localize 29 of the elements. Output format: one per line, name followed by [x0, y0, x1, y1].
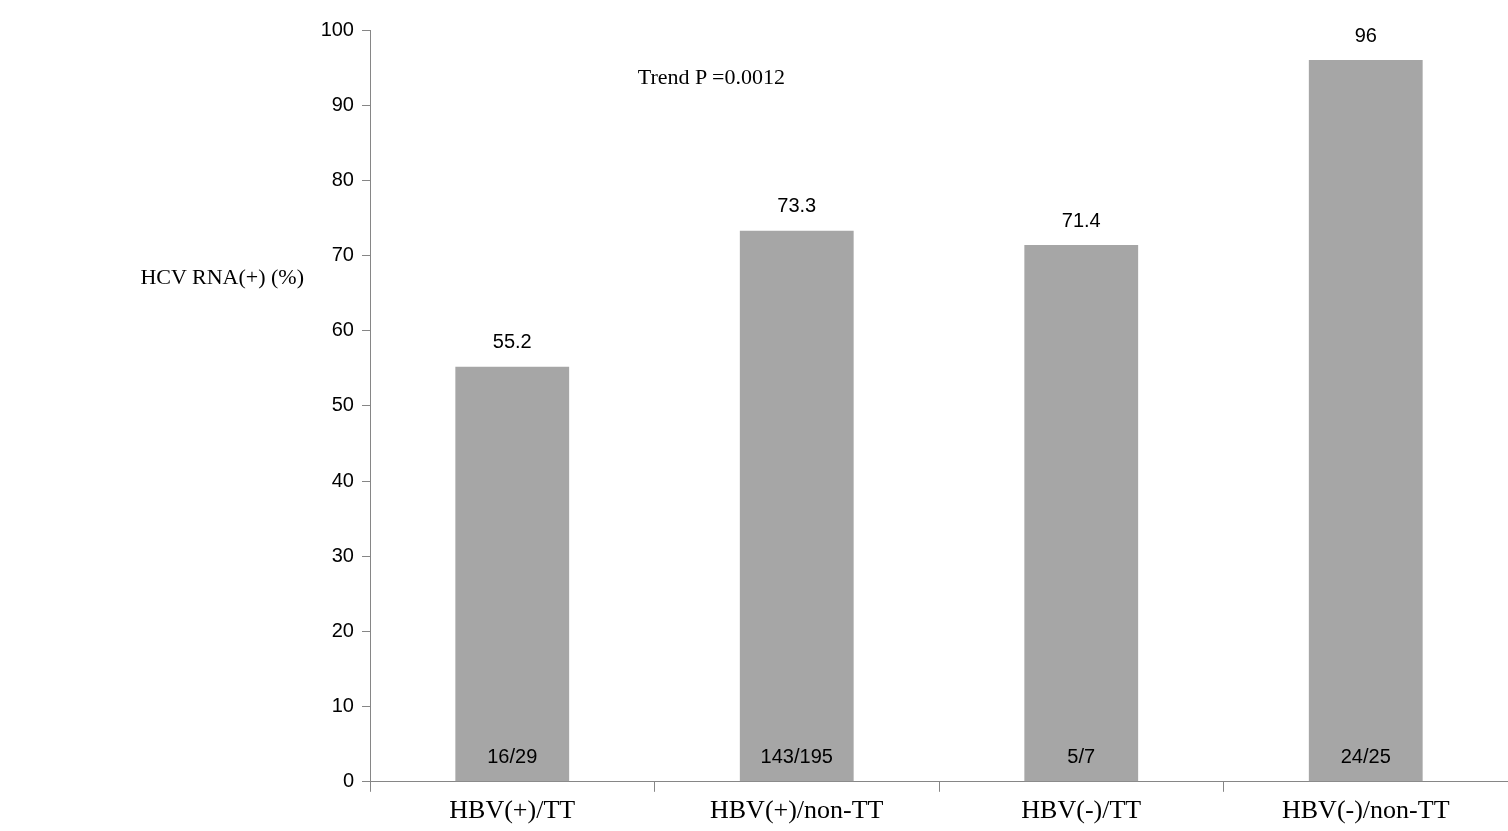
y-axis-title: HCV RNA(+) (%) — [140, 263, 304, 289]
y-tick-label: 0 — [342, 769, 354, 792]
y-tick-label: 30 — [331, 543, 354, 566]
bar — [739, 230, 854, 782]
y-tick-label: 100 — [320, 17, 354, 40]
annotation: 143/195 — [760, 745, 833, 768]
annotation: 24/25 — [1340, 745, 1391, 768]
bar — [455, 366, 570, 782]
data-label: 96 — [1354, 23, 1377, 46]
y-tick-label: 50 — [331, 393, 354, 416]
bar — [1024, 245, 1139, 782]
y-tick-label: 10 — [331, 694, 354, 717]
annotation: Trend P =0.0012 — [637, 63, 785, 89]
x-tick-label: HBV(-)/TT — [1021, 795, 1142, 825]
x-tick-label: HBV(-)/non-TT — [1281, 795, 1450, 825]
data-label: 73.3 — [777, 194, 817, 217]
annotation: 5/7 — [1067, 745, 1096, 768]
y-tick-label: 20 — [331, 618, 354, 641]
y-tick-label: 70 — [331, 243, 354, 266]
annotation: 16/29 — [487, 745, 538, 768]
y-tick-label: 80 — [331, 167, 354, 190]
bar — [1308, 60, 1423, 782]
data-label: 55.2 — [492, 330, 532, 353]
x-tick-label: HBV(+)/TT — [449, 795, 576, 825]
y-tick-label: 90 — [331, 92, 354, 115]
data-label: 71.4 — [1061, 208, 1101, 231]
x-tick-label: HBV(+)/non-TT — [709, 795, 884, 825]
y-tick-label: 60 — [331, 318, 354, 341]
y-tick-label: 40 — [331, 468, 354, 491]
